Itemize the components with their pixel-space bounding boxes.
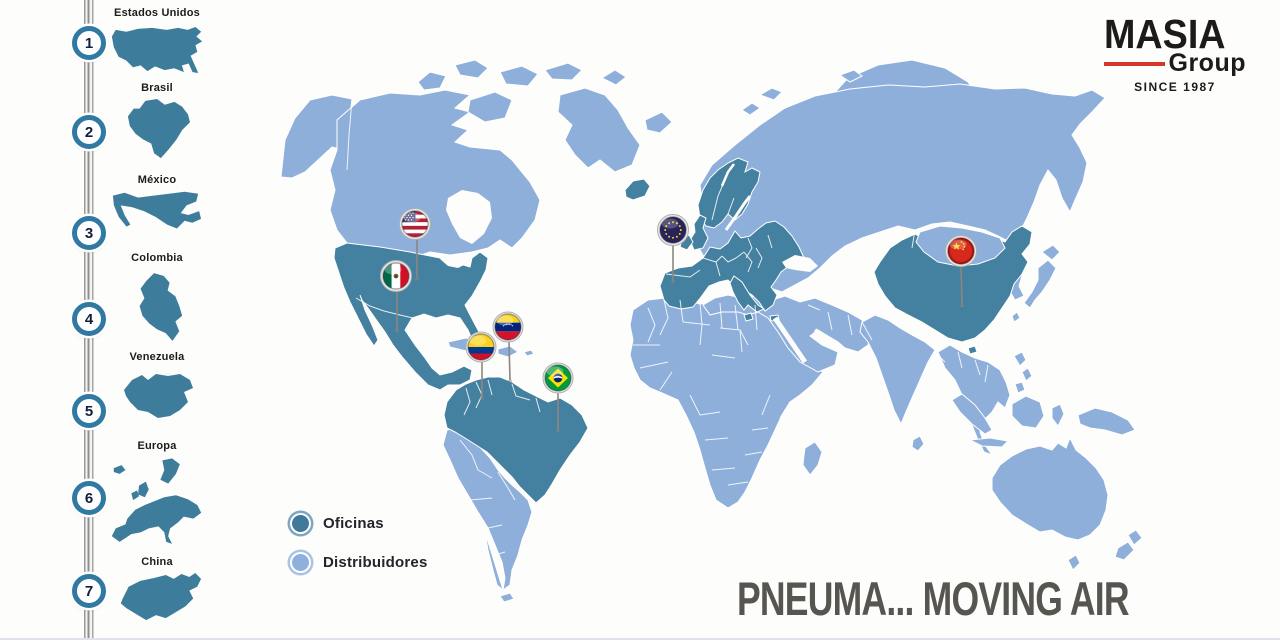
logo-subtitle: Group [1168, 49, 1246, 77]
china-flag-pin[interactable] [945, 235, 977, 267]
map-region-usa-mexico [333, 242, 489, 391]
map-region-italy [729, 275, 766, 313]
offices-marker-icon [292, 514, 309, 532]
number-label: 3 [84, 224, 94, 242]
usa-silhouette-icon [111, 26, 203, 74]
number-label: 7 [84, 582, 94, 600]
sidebar-number-4: 4 [72, 302, 106, 336]
sidebar-number-3: 3 [72, 216, 106, 250]
map-region-uk [689, 214, 709, 251]
map-pins [380, 208, 977, 433]
logo-since: SINCE 1987 [1134, 80, 1216, 94]
country-label: México [137, 174, 177, 186]
sidebar-item-mexico: México [103, 174, 211, 241]
usa-flag-pin[interactable] [399, 208, 431, 240]
masia-group-logo: MASIA Group SINCE 1987 [1104, 14, 1246, 94]
logo-row: Group [1104, 51, 1246, 76]
venezuela-silhouette-icon [124, 374, 193, 418]
colombia-silhouette-icon [139, 273, 183, 341]
map-region-iceland [624, 178, 651, 201]
pin-stem-feet [394, 277, 965, 433]
map-legend: Oficinas Distribuidores [292, 508, 427, 586]
number-label: 1 [84, 34, 94, 52]
china-silhouette-icon [120, 573, 202, 621]
logo-title: MASIA [1104, 11, 1226, 57]
sidebar-number-2: 2 [72, 115, 106, 149]
number-label: 2 [84, 123, 94, 141]
mexico-silhouette-icon [112, 191, 202, 229]
legend-offices-row: Oficinas [292, 508, 427, 538]
number-label: 5 [84, 402, 94, 420]
brazil-flag-pin[interactable] [542, 362, 574, 394]
map-country-borders [346, 99, 989, 556]
sidebar-item-estados-unidos: Estados Unidos [103, 7, 211, 78]
sidebar-number-5: 5 [72, 394, 106, 428]
legend-distributors-row: Distribuidores [292, 547, 427, 577]
sidebar-number-6: 6 [72, 481, 106, 515]
country-label: Brasil [141, 82, 173, 94]
logo-red-rule [1104, 61, 1165, 66]
sidebar-number-1: 1 [72, 26, 106, 60]
sidebar-number-7: 7 [72, 574, 106, 608]
country-label: Europa [137, 440, 177, 452]
map-region-scandinavia [697, 157, 761, 229]
map-seas [440, 190, 872, 312]
venezuela-flag-pin[interactable] [492, 311, 524, 343]
country-label: Venezuela [129, 351, 185, 363]
bottom-divider [0, 638, 1280, 640]
country-label: Colombia [131, 252, 183, 264]
map-light-landmass [280, 59, 1143, 603]
distributors-marker-icon [292, 553, 309, 571]
eu-flag-pin[interactable] [657, 214, 689, 246]
sidebar-item-europa: Europa [103, 440, 211, 555]
europe-silhouette-icon [111, 458, 202, 544]
map-dark-landmass [333, 157, 1033, 504]
pin-stems [396, 239, 963, 430]
map-region-south-america-north [443, 376, 589, 504]
offices-label: Oficinas [323, 514, 384, 532]
number-label: 4 [84, 310, 94, 328]
brazil-silhouette-icon [127, 98, 190, 159]
country-label: China [141, 556, 173, 568]
sidebar-item-venezuela: Venezuela [103, 351, 211, 428]
number-label: 6 [84, 489, 94, 507]
sidebar-item-brasil: Brasil [103, 82, 211, 161]
mexico-flag-pin[interactable] [380, 260, 412, 292]
country-label: Estados Unidos [114, 7, 200, 19]
distributors-label: Distribuidores [323, 553, 428, 571]
sidebar-item-china: China [103, 556, 211, 628]
map-sea-channels [720, 163, 830, 364]
tagline: PNEUMA... MOVING AIR [737, 572, 1130, 626]
colombia-flag-pin[interactable] [465, 331, 497, 363]
sidebar-item-colombia: Colombia [103, 252, 211, 347]
